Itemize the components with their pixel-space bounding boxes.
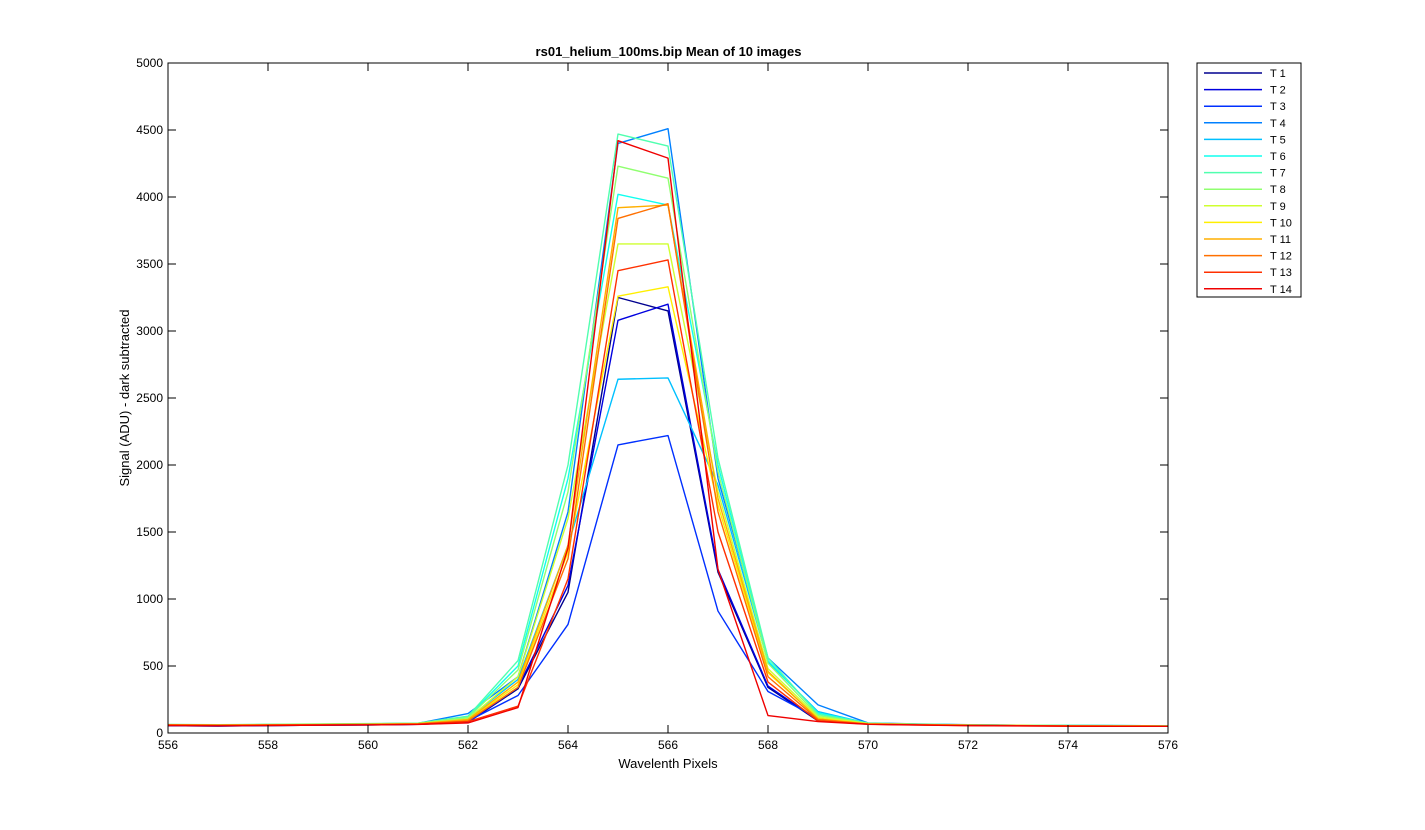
legend-label: T 5: [1270, 134, 1286, 146]
legend-label: T 3: [1270, 101, 1286, 113]
legend-label: T 12: [1270, 251, 1292, 263]
y-tick-label: 1000: [136, 592, 163, 606]
legend-item: T 11: [1204, 234, 1291, 246]
legend-item: T 10: [1204, 217, 1292, 229]
legend-box: [1196, 62, 1302, 298]
legend-label: T 11: [1270, 234, 1291, 246]
legend-item: T 13: [1204, 267, 1292, 279]
y-axis-label: Signal (ADU) - dark subtracted: [117, 309, 132, 486]
legend-item: T 7: [1204, 168, 1286, 180]
series-line-14: [167, 140, 1168, 727]
legend-label: T 9: [1270, 201, 1286, 213]
x-tick-label: 562: [458, 738, 478, 752]
x-tick-label: 576: [1158, 738, 1178, 752]
legend-item: T 6: [1204, 151, 1286, 163]
x-tick-label: 574: [1058, 738, 1078, 752]
y-tick-label: 5000: [136, 56, 163, 70]
legend-label: T 10: [1270, 217, 1292, 229]
y-tick-label: 4500: [136, 123, 163, 137]
legend-label: T 4: [1270, 118, 1286, 130]
legend-item: T 14: [1204, 284, 1292, 296]
legend-item: T 1: [1204, 68, 1286, 80]
y-tick-label: 1500: [136, 525, 163, 539]
y-tick-label: 3000: [136, 324, 163, 338]
x-tick-label: 564: [558, 738, 578, 752]
legend-item: T 4: [1204, 118, 1286, 130]
y-tick-label: 2500: [136, 391, 163, 405]
x-axis-label: Wavelenth Pixels: [618, 756, 718, 771]
legend-label: T 2: [1270, 85, 1286, 97]
y-tick-label: 3500: [136, 257, 163, 271]
legend-label: T 1: [1270, 68, 1286, 80]
x-tick-label: 568: [758, 738, 778, 752]
legend-item: T 2: [1204, 85, 1286, 97]
x-tick-label: 566: [658, 738, 678, 752]
x-tick-label: 556: [158, 738, 178, 752]
legend-label: T 7: [1270, 168, 1286, 180]
x-axis: 556 558 560 562 564 566 568 570 572 574 576: [158, 63, 1178, 752]
legend-item: T 3: [1204, 101, 1286, 113]
legend-label: T 8: [1270, 184, 1286, 196]
y-tick-label: 500: [143, 659, 163, 673]
y-tick-label: 2000: [136, 458, 163, 472]
x-tick-label: 570: [858, 738, 878, 752]
legend-label: T 6: [1270, 151, 1286, 163]
y-tick-label: 4000: [136, 190, 163, 204]
x-tick-label: 572: [958, 738, 978, 752]
legend-label: T 14: [1270, 284, 1292, 296]
x-tick-label: 560: [358, 738, 378, 752]
chart-title: rs01_helium_100ms.bip Mean of 10 images: [536, 44, 802, 59]
legend-item: T 9: [1204, 201, 1286, 213]
series-layer: [167, 127, 1169, 727]
legend-item: T 12: [1204, 251, 1292, 263]
legend-label: T 13: [1270, 267, 1292, 279]
plot-area: [168, 63, 1168, 733]
x-tick-label: 558: [258, 738, 278, 752]
y-axis: 0 500 1000 1500 2000 2500 3000 3500 4000 4500 5000: [136, 56, 1168, 740]
y-tick-label: 0: [156, 726, 163, 740]
legend-item: T 5: [1204, 134, 1286, 146]
legend-item: T 8: [1204, 184, 1286, 196]
legend: T 1 T 2 T 3 T 4 T 5 T 6 T 7 T 8 T 9 T 10 T 11 T 12 T…: [1196, 62, 1302, 298]
